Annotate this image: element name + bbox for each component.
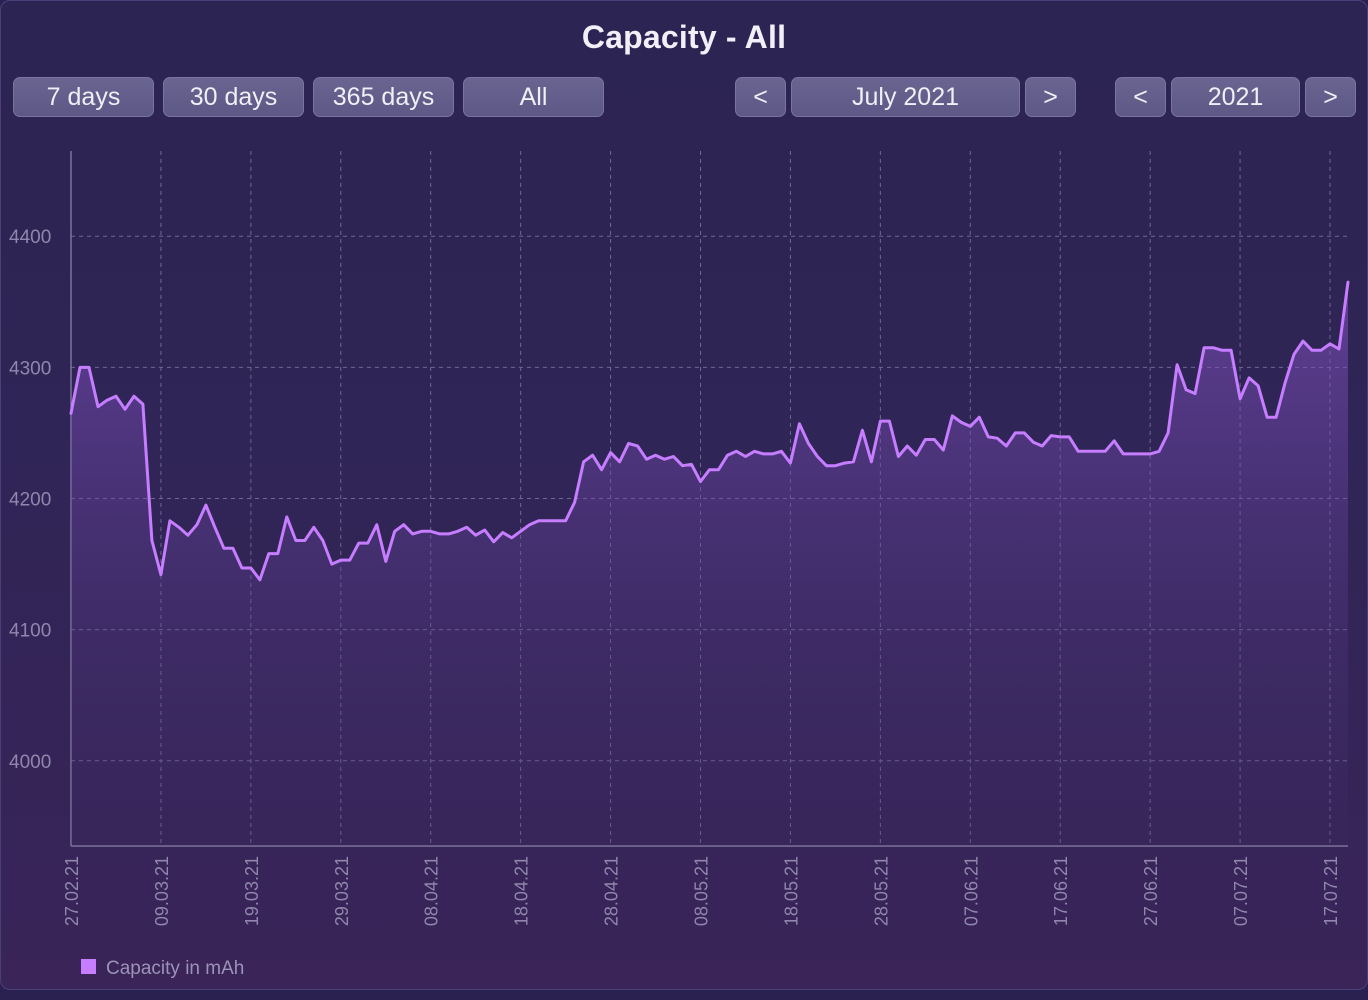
year-next-button[interactable]: > (1305, 77, 1356, 117)
month-label-button[interactable]: July 2021 (791, 77, 1020, 117)
x-tick-label: 28.05.21 (871, 856, 891, 926)
legend-label: Capacity in mAh (106, 958, 244, 979)
x-tick-label: 18.04.21 (512, 856, 532, 926)
x-tick-label: 08.05.21 (692, 856, 712, 926)
y-tick-label: 4200 (9, 490, 51, 511)
x-tick-label: 08.04.21 (422, 856, 442, 926)
range-365-days-button[interactable]: 365 days (313, 77, 454, 117)
x-tick-label: 27.06.21 (1141, 856, 1161, 926)
x-tick-label: 17.06.21 (1051, 856, 1071, 926)
x-tick-label: 18.05.21 (781, 856, 801, 926)
legend-swatch (81, 959, 96, 974)
month-next-button[interactable]: > (1025, 77, 1076, 117)
capacity-line (69, 280, 1350, 582)
range-all-button[interactable]: All (463, 77, 604, 117)
year-label-button[interactable]: 2021 (1171, 77, 1300, 117)
x-tick-label: 29.03.21 (332, 856, 352, 926)
chart-title: Capacity - All (581, 19, 787, 55)
y-tick-label: 4100 (9, 621, 51, 642)
legend: Capacity in mAh (81, 958, 244, 979)
range-30-days-button[interactable]: 30 days (163, 77, 304, 117)
y-tick-label: 4000 (9, 752, 51, 773)
x-tick-label: 19.03.21 (242, 856, 262, 926)
y-tick-label: 4400 (9, 227, 51, 248)
range-7-days-button[interactable]: 7 days (13, 77, 154, 117)
x-tick-label: 07.06.21 (961, 856, 981, 926)
capacity-area (71, 282, 1348, 847)
chart-labels: 4000 4100 4200 4300 4400 27.02.21 09.03.21 19.0… (9, 227, 1341, 926)
x-tick-label: 17.07.21 (1321, 856, 1341, 926)
x-tick-label: 07.07.21 (1231, 856, 1251, 926)
year-prev-button[interactable]: < (1115, 77, 1166, 117)
x-tick-label: 27.02.21 (62, 856, 82, 926)
month-prev-button[interactable]: < (735, 77, 786, 117)
y-tick-label: 4300 (9, 358, 51, 379)
x-tick-label: 09.03.21 (152, 856, 172, 926)
x-tick-label: 28.04.21 (602, 856, 622, 926)
chart-series (69, 280, 1350, 847)
